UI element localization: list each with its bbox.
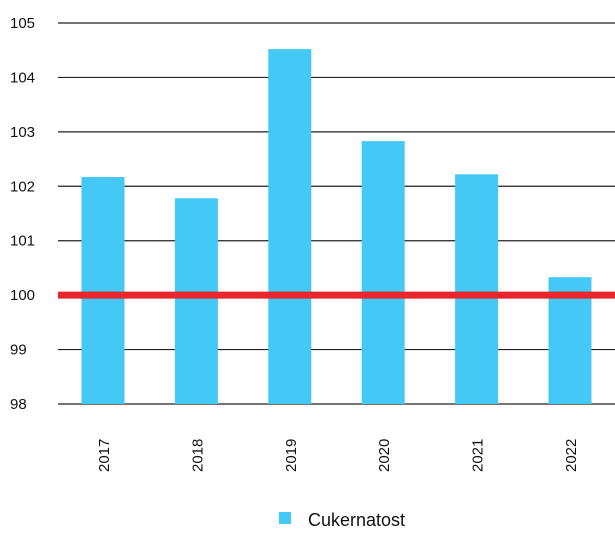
x-tick-label-2022: 2022 bbox=[563, 439, 580, 472]
x-tick-label-2021: 2021 bbox=[470, 439, 487, 472]
y-tick-label-99: 99 bbox=[10, 342, 27, 359]
y-tick-label-102: 102 bbox=[10, 178, 35, 195]
legend: Cukernatost bbox=[279, 510, 405, 530]
y-tick-label-100: 100 bbox=[10, 287, 35, 304]
bar-2019 bbox=[268, 49, 312, 405]
legend-swatch-cukernatost bbox=[279, 512, 291, 524]
y-tick-label-104: 104 bbox=[10, 69, 35, 86]
x-tick-label-2019: 2019 bbox=[283, 439, 300, 472]
bars bbox=[81, 49, 592, 405]
y-tick-label-103: 103 bbox=[10, 124, 35, 141]
y-tick-label-101: 101 bbox=[10, 233, 35, 250]
x-tick-label-2018: 2018 bbox=[189, 439, 206, 472]
x-tick-label-2017: 2017 bbox=[96, 439, 113, 472]
y-tick-label-105: 105 bbox=[10, 15, 35, 32]
grid-lines bbox=[58, 22, 615, 405]
y-axis-tick-labels: 98 99 100 101 102 103 104 105 bbox=[10, 15, 35, 413]
bar-2017 bbox=[81, 177, 125, 404]
bar-2018 bbox=[174, 198, 218, 404]
bar-2020 bbox=[361, 141, 405, 405]
x-axis-tick-labels: 2017 2018 2019 2020 2021 2022 bbox=[96, 439, 580, 472]
x-tick-label-2020: 2020 bbox=[376, 439, 393, 472]
bar-2021 bbox=[455, 174, 499, 404]
y-tick-label-98: 98 bbox=[10, 396, 27, 413]
legend-label-cukernatost: Cukernatost bbox=[308, 510, 405, 529]
